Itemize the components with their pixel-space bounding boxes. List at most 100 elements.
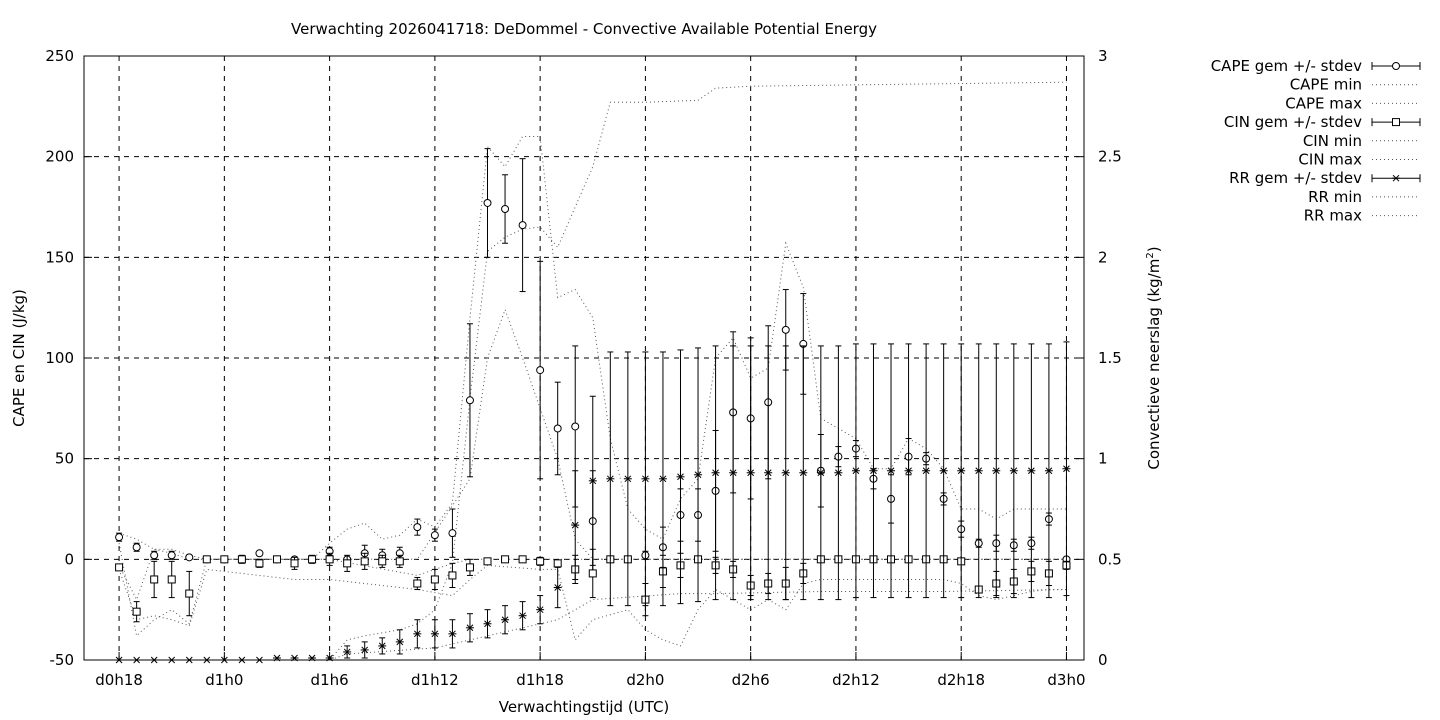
cape-point [571,422,580,431]
cin-point [343,559,352,568]
rr-point [343,648,352,656]
rr-point-arm [1028,467,1035,475]
ticks: -50 0 50 100 150 200 250 0 0.5 1 1.5 2 2.5 3 d0h18 d1h0… [45,47,1122,689]
rr-point-arm [1045,467,1053,475]
rr-point-arm [922,467,930,475]
cin-point [378,557,387,566]
rr-point [518,612,527,620]
cin-point [483,557,492,566]
rr-point-arm [677,473,684,481]
cape-point [115,533,124,542]
x-axis-label: Verwachtingstijd (UTC) [499,698,670,716]
cin-point [132,607,141,616]
rr-point [658,475,667,483]
cin-point [202,555,211,564]
rr-point [588,477,597,485]
rr-point-arm [571,521,579,529]
rr-point-arm [817,469,825,477]
rr-point [465,624,474,632]
rr-point [781,469,790,477]
y-axis-label-left: CAPE en CIN (J/kg) [10,289,28,427]
x-tick-label: d2h0 [626,671,664,689]
cape-point [413,523,422,532]
cin-point [430,575,439,584]
cin-point [465,563,474,572]
y-axis-label-right: Convectieve neerslag (kg/m2) [1145,246,1163,469]
cin-point [167,575,176,584]
legend-label: CAPE min [1290,76,1362,94]
rr-point-arm [501,616,509,624]
rr-point [922,467,931,475]
rr-point [676,473,685,481]
x-tick-label: d2h12 [832,671,880,689]
rr-point [746,469,755,477]
cape-point [465,396,474,405]
rr-point [729,469,738,477]
cape-point [501,205,510,214]
cin-point [553,559,562,568]
cin-point [255,559,264,568]
cape-point [167,551,176,560]
x-tick-label: d2h6 [732,671,770,689]
y-tick-label-left: 0 [64,550,74,568]
rr-point [430,630,439,638]
cin-point [413,579,422,588]
rr-point [694,471,703,479]
legend-label: CAPE gem +/- stdev [1211,57,1362,75]
rr-point [448,630,457,638]
rr-point [869,467,878,475]
rr-point-arm [940,467,948,475]
rr-point-arm [642,475,649,483]
rr-point-arm [624,475,632,483]
legend-marker-arm [1392,174,1400,182]
cin-point [150,575,159,584]
y-tick-label-left: 200 [45,148,74,166]
legend-label: CIN max [1298,151,1362,169]
cin-point [290,559,299,568]
legend-label: CIN gem +/- stdev [1224,113,1362,131]
rr-point-arm [729,469,737,477]
cape-point [150,551,159,560]
y-tick-label-left: 100 [45,349,74,367]
x-tick-label: d3h0 [1047,671,1085,689]
rr-point [360,646,369,654]
rr-point-arm [975,467,983,475]
rr-point-arm [835,469,842,477]
cin-point [185,589,194,598]
rr-point [939,467,948,475]
rr-point-arm [659,475,667,483]
rr-point-arm [870,467,877,475]
cape-point [483,198,492,207]
rr-point-arm [957,467,965,475]
grid [84,56,1084,660]
rr-point-arm [519,612,526,620]
rr-point [483,620,492,628]
cape-point [536,366,545,375]
y-tick-label-left: 150 [45,248,74,266]
legend-label: RR gem +/- stdev [1229,169,1362,187]
rr-point [501,616,510,624]
rr-point-arm [449,630,456,638]
legend-label: CAPE max [1285,94,1362,112]
x-tick-label: d1h6 [311,671,349,689]
chart-title: Verwachting 2026041718: DeDommel - Conve… [291,20,877,38]
rr-point-arm [905,467,912,475]
cape-point [448,529,457,538]
rr-point-arm [606,475,614,483]
rr-point [378,642,387,650]
rr-point-arm [1063,465,1070,473]
rr-point-arm [747,469,755,477]
y-tick-label-right: 1 [1098,450,1108,468]
cin-point [220,555,229,564]
cin-point [115,563,124,572]
rr-point-arm [887,467,895,475]
rr-point-arm [694,471,702,479]
rr-point-arm [431,630,439,638]
rr-point [1044,467,1053,475]
rr-point [1027,467,1036,475]
y-tick-label-right: 2.5 [1098,148,1122,166]
rr-point [1009,467,1018,475]
rr-point-arm [782,469,790,477]
rr-point-arm [764,469,772,477]
rr-point-arm [466,624,474,632]
